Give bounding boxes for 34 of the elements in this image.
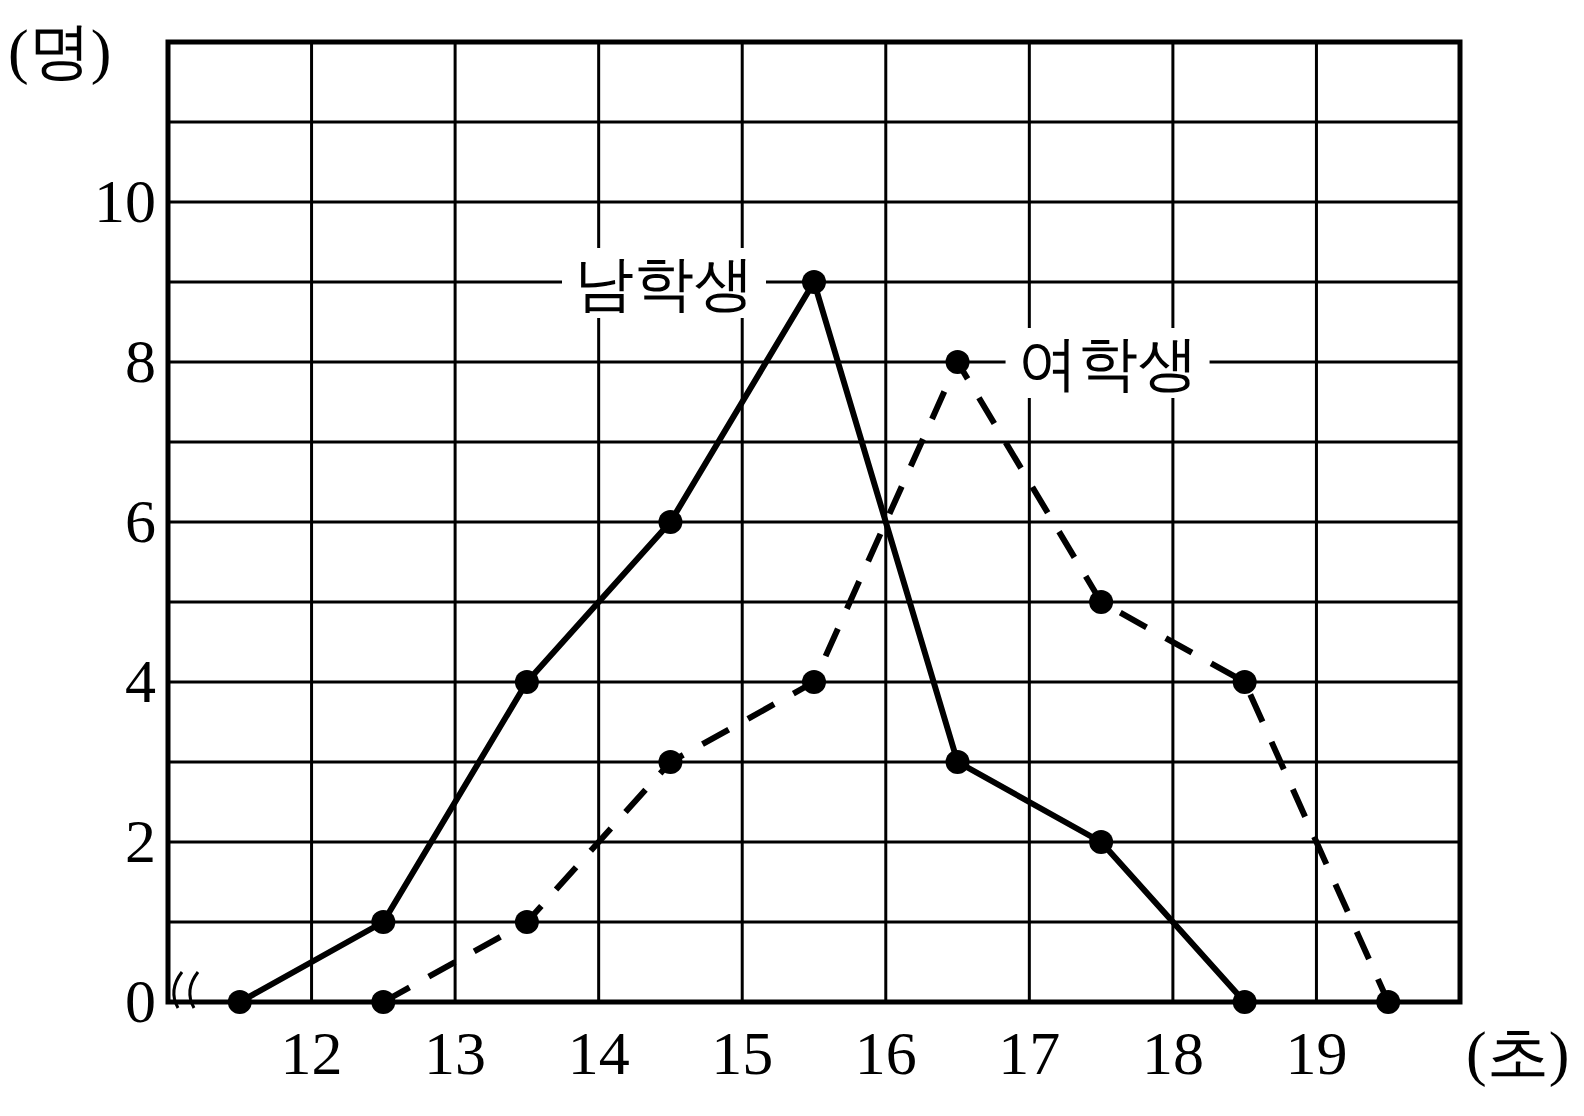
y-tick-label: 0	[125, 967, 156, 1035]
y-tick-label: 6	[125, 487, 156, 555]
y-axis-title: (명)	[8, 17, 112, 86]
point	[514, 670, 539, 694]
x-tick-label: 17	[998, 1019, 1061, 1087]
point	[1376, 990, 1401, 1014]
point	[802, 670, 826, 694]
y-tick-label: 4	[125, 647, 156, 715]
point	[945, 750, 970, 774]
x-tick-label: 12	[280, 1019, 343, 1087]
y-tick-label: 10	[94, 167, 156, 235]
point	[658, 510, 683, 534]
x-axis-title: (초)	[1466, 1019, 1570, 1088]
point	[1089, 830, 1114, 854]
x-tick-label: 19	[1285, 1019, 1348, 1087]
point	[514, 910, 539, 934]
y-tick-label: 2	[125, 807, 156, 875]
point	[802, 270, 826, 294]
point	[1089, 590, 1114, 614]
series-label: 여학생	[1017, 328, 1198, 398]
x-tick-label: 18	[1141, 1019, 1204, 1087]
point	[371, 910, 396, 934]
point	[1232, 670, 1257, 694]
point	[371, 990, 396, 1014]
y-tick-label: 8	[125, 327, 156, 395]
point	[945, 350, 970, 374]
point	[658, 750, 683, 774]
x-tick-label: 13	[424, 1019, 487, 1087]
x-tick-label: 15	[711, 1019, 774, 1087]
x-tick-label: 16	[854, 1019, 917, 1087]
point	[227, 990, 252, 1014]
x-tick-label: 14	[567, 1019, 630, 1087]
point	[1232, 990, 1257, 1014]
series-label: 남학생	[574, 248, 754, 318]
